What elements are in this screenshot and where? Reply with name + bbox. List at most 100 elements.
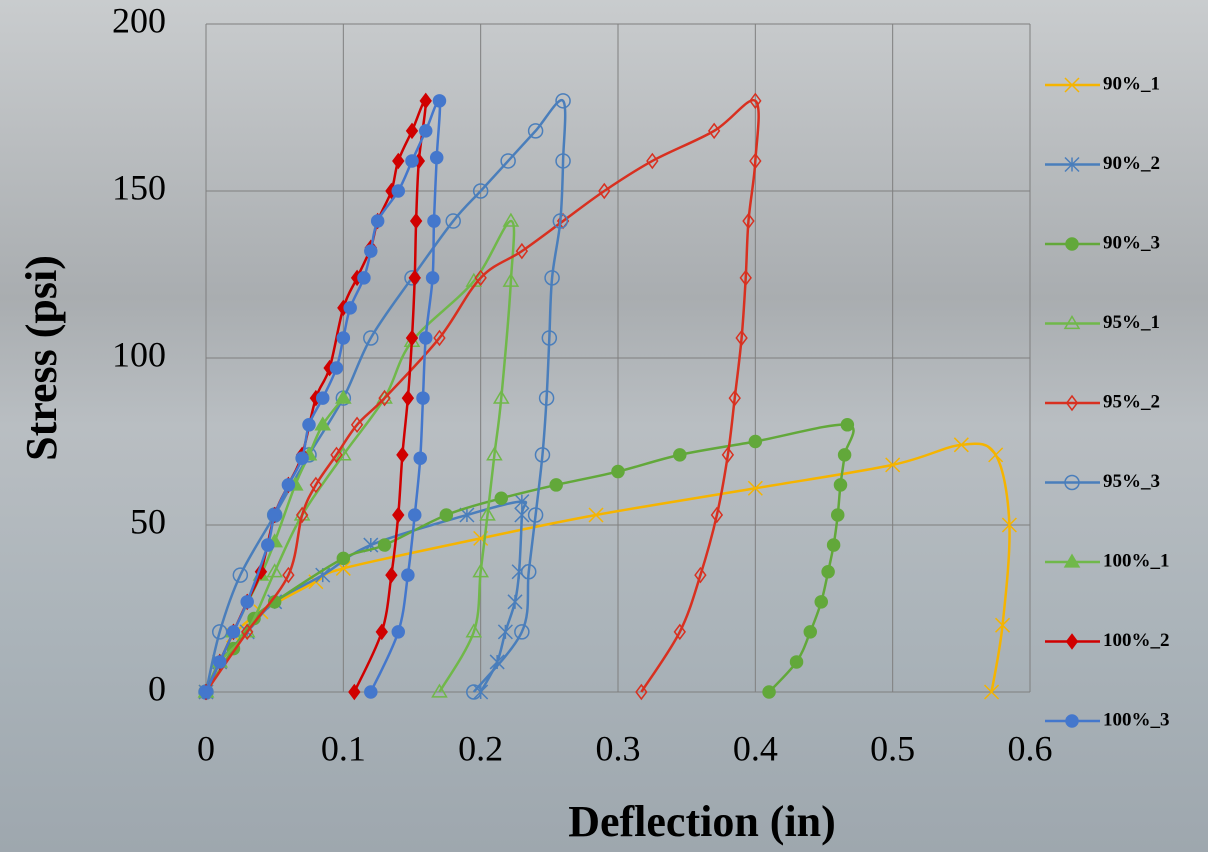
marker (728, 389, 741, 407)
marker (377, 538, 392, 552)
marker (635, 683, 648, 701)
marker (241, 623, 254, 641)
marker (405, 329, 419, 347)
marker (405, 122, 419, 140)
x-tick-label: 0.2 (458, 728, 503, 768)
marker (363, 330, 379, 346)
marker (479, 506, 496, 521)
marker (789, 655, 804, 669)
x-tick-label: 0 (197, 728, 215, 768)
marker (821, 565, 835, 579)
marker (707, 122, 721, 140)
marker (474, 269, 487, 287)
marker (364, 244, 378, 258)
marker (281, 478, 296, 492)
legend-label: 100%_1 (1103, 550, 1170, 571)
y-tick-label: 0 (148, 668, 166, 708)
marker (336, 331, 351, 345)
marker (694, 566, 707, 584)
marker (646, 152, 659, 170)
marker (376, 389, 393, 404)
grid (205, 23, 1031, 693)
marker (418, 331, 433, 345)
marker (1063, 315, 1081, 330)
marker (433, 329, 446, 347)
marker (611, 464, 625, 479)
marker (1064, 77, 1080, 93)
marker (336, 551, 351, 566)
marker (212, 655, 227, 669)
marker (749, 152, 762, 170)
marker (238, 623, 256, 638)
marker (266, 563, 283, 578)
marker (375, 623, 388, 641)
marker (492, 389, 510, 404)
marker (378, 389, 391, 407)
marker (232, 567, 249, 583)
marker (335, 446, 352, 461)
marker (350, 416, 364, 434)
marker (1065, 714, 1079, 728)
marker (555, 153, 571, 169)
marker (431, 683, 448, 698)
marker (357, 271, 371, 285)
marker (392, 152, 405, 170)
marker (514, 507, 530, 523)
marker (749, 92, 762, 110)
y-tick-label: 150 (112, 167, 166, 207)
marker (673, 448, 687, 462)
marker (315, 391, 330, 405)
marker (826, 538, 841, 552)
marker (370, 214, 385, 228)
marker (1064, 156, 1080, 173)
marker (302, 418, 316, 432)
x-axis-title: Deflection (in) (568, 797, 836, 846)
marker (419, 92, 432, 110)
marker (527, 507, 544, 523)
marker (762, 685, 776, 699)
marker (472, 563, 489, 578)
marker (833, 478, 848, 492)
marker (466, 684, 482, 700)
marker (408, 269, 421, 287)
marker (418, 124, 433, 138)
marker (1064, 474, 1080, 491)
marker (405, 154, 419, 168)
x-tick-label: 0.5 (870, 728, 915, 768)
marker (830, 508, 845, 522)
marker (1065, 394, 1079, 412)
marker (432, 94, 447, 108)
marker (391, 625, 406, 639)
marker (803, 625, 818, 639)
legend: 90%_1 90%_2 90%_3 95%_1 95%_2 95%_3 100%_1 100%… (1045, 73, 1170, 730)
marker (814, 595, 829, 609)
legend-label: 95%_2 (1103, 391, 1160, 412)
marker (425, 271, 440, 285)
series (199, 94, 447, 699)
marker (507, 594, 523, 610)
legend-label: 100%_2 (1103, 630, 1170, 651)
marker (472, 183, 489, 199)
x-tick-label: 0.3 (596, 728, 641, 768)
marker (1065, 237, 1079, 251)
marker (314, 416, 332, 431)
marker (837, 448, 852, 462)
marker (465, 623, 483, 638)
plot (197, 92, 1017, 701)
marker (309, 476, 323, 494)
marker (413, 451, 427, 465)
marker (392, 506, 405, 524)
marker (396, 446, 409, 464)
marker (748, 434, 763, 449)
marker (988, 447, 1004, 463)
series (198, 93, 571, 700)
marker (984, 684, 1000, 700)
marker (953, 437, 969, 453)
series (199, 418, 855, 699)
marker (1063, 553, 1081, 568)
legend-label: 95%_3 (1103, 471, 1160, 492)
marker (840, 418, 855, 432)
marker (407, 508, 422, 522)
